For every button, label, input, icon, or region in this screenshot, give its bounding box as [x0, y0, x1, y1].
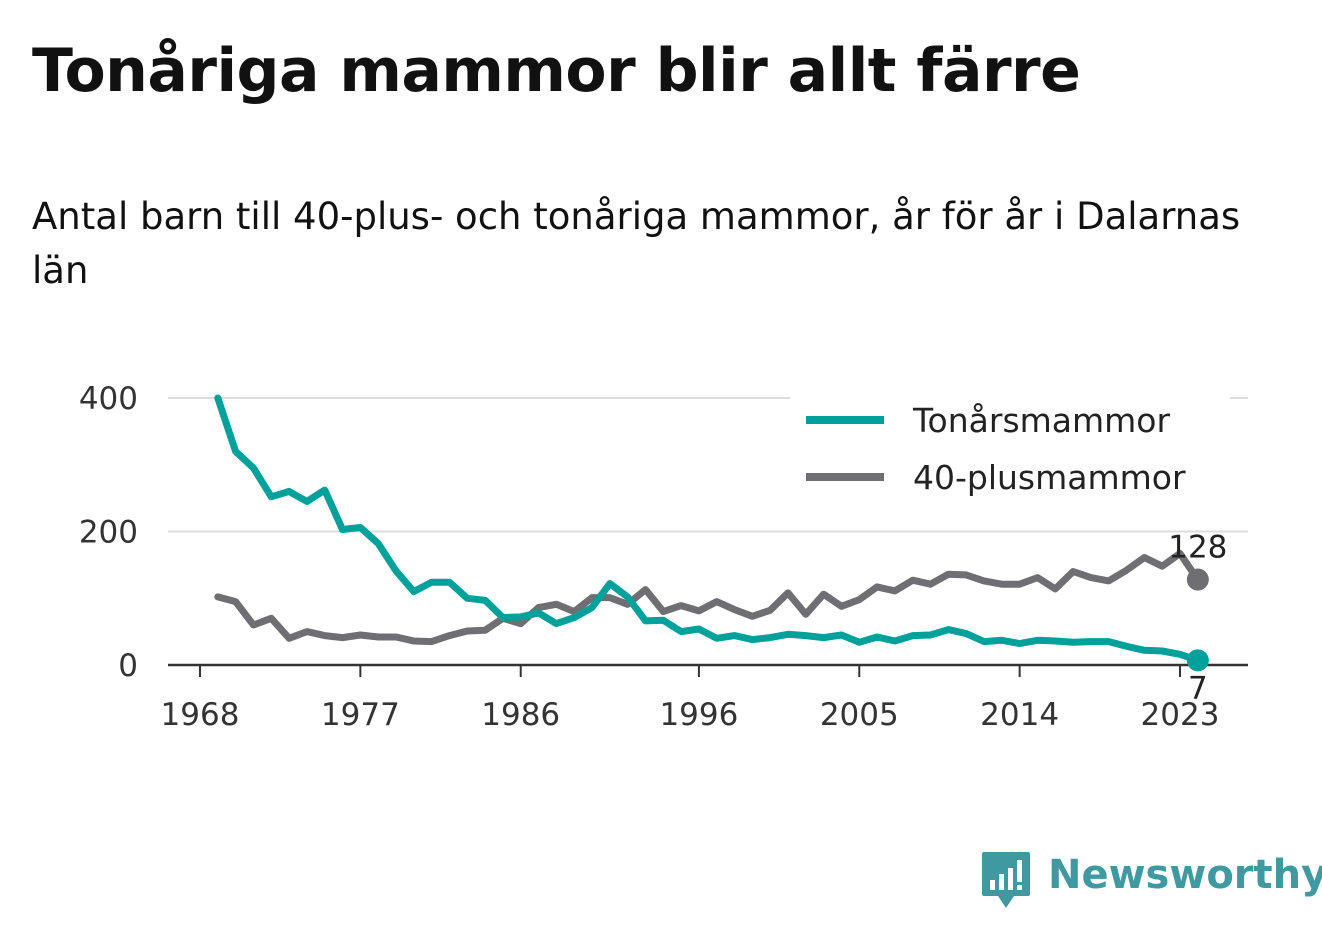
x-tick-label: 2014 [980, 697, 1059, 733]
legend: Tonårsmammor 40-plusmammor [790, 388, 1230, 513]
series-line-40-plusmammor [214, 550, 1202, 646]
end-labels: 7 128 [1168, 530, 1227, 707]
y-axis: 0 200 400 [79, 381, 138, 684]
logo-text: Newsworthy [1048, 852, 1322, 898]
x-tick-label: 2023 [1141, 697, 1220, 733]
x-tick-label: 1968 [161, 697, 240, 733]
chart-subtitle: Antal barn till 40-plus- och tonåriga ma… [32, 195, 1241, 292]
legend-label: Tonårsmammor [912, 401, 1170, 440]
x-tick-label: 2005 [820, 697, 899, 733]
end-label-tonarsmammor: 7 [1188, 670, 1208, 706]
legend-background [790, 388, 1230, 513]
newsworthy-chat-bars-icon [982, 852, 1030, 908]
chart-title: Tonåriga mammor blir allt färre [32, 36, 1081, 106]
series-lines [214, 394, 1202, 664]
x-tick-label: 1986 [481, 697, 560, 733]
end-point-40-plusmammor [1186, 568, 1209, 591]
newsworthy-logo: Newsworthy [980, 850, 1322, 912]
y-tick-label: 200 [79, 515, 138, 551]
end-point-tonarsmammor [1186, 649, 1209, 672]
x-tick-label: 1996 [659, 697, 738, 733]
y-tick-label: 0 [118, 648, 138, 684]
end-label-40-plusmammor: 128 [1168, 530, 1227, 566]
x-tick-label: 1977 [321, 697, 400, 733]
series-line-tonarsmammor [214, 394, 1202, 664]
y-tick-label: 400 [79, 381, 138, 417]
x-axis: 1968 1977 1986 1996 2005 2014 2023 [161, 665, 1220, 733]
legend-label: 40-plusmammor [913, 458, 1186, 497]
